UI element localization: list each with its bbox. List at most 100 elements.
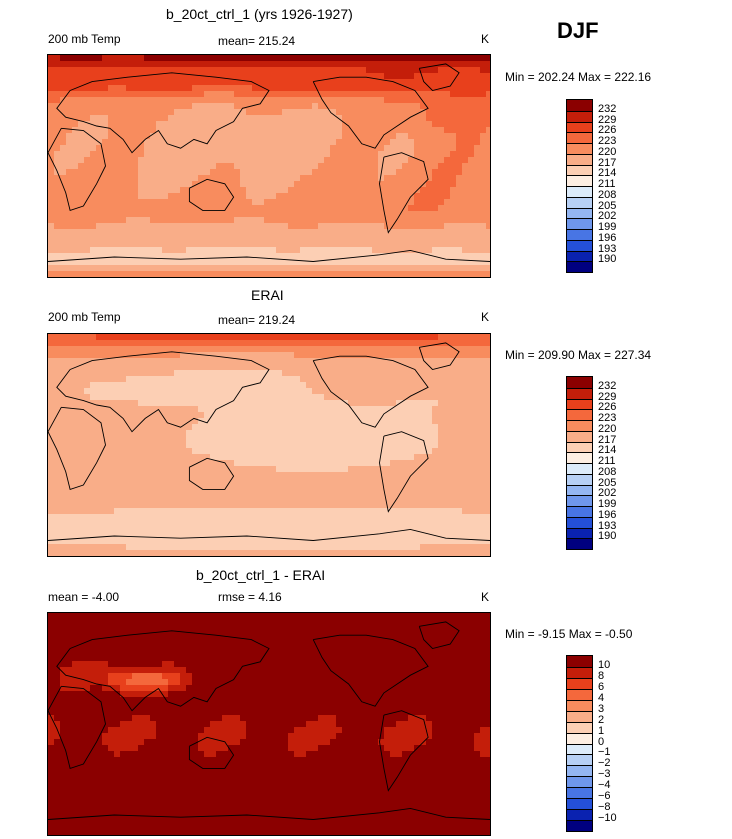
field-cell	[426, 418, 433, 425]
field-cell	[270, 223, 277, 230]
field-cell	[450, 400, 457, 407]
field-cell	[180, 199, 187, 206]
field-cell	[312, 139, 319, 146]
field-cell	[474, 340, 481, 347]
field-cell	[126, 478, 133, 485]
field-cell	[216, 193, 223, 200]
field-cell	[150, 193, 157, 200]
field-cell	[408, 400, 415, 407]
field-cell	[96, 496, 103, 503]
field-cell	[48, 484, 55, 491]
field-cell	[462, 502, 469, 509]
field-cell	[72, 508, 79, 515]
field-cell	[336, 346, 343, 353]
field-cell	[288, 85, 295, 92]
field-cell	[486, 466, 490, 473]
field-cell	[84, 352, 91, 359]
field-cell	[54, 163, 61, 170]
field-cell	[180, 496, 187, 503]
field-cell	[96, 370, 103, 377]
field-cell	[54, 241, 61, 248]
field-cell	[384, 103, 391, 110]
field-cell	[318, 466, 325, 473]
field-cell	[192, 334, 199, 341]
field-cell	[276, 490, 283, 497]
field-cell	[330, 376, 337, 383]
field-cell	[306, 145, 313, 152]
field-cell	[180, 157, 187, 164]
field-cell	[414, 388, 421, 395]
field-cell	[342, 187, 349, 194]
field-cell	[138, 400, 145, 407]
field-cell	[102, 454, 109, 461]
field-cell	[474, 211, 481, 218]
field-cell	[162, 334, 169, 341]
field-cell	[414, 352, 421, 359]
field-cell	[474, 496, 481, 503]
field-cell	[444, 424, 451, 431]
field-cell	[258, 442, 265, 449]
field-cell	[192, 352, 199, 359]
field-cell	[276, 412, 283, 419]
field-cell	[426, 358, 433, 365]
field-cell	[348, 442, 355, 449]
field-cell	[264, 400, 271, 407]
field-cell	[354, 121, 361, 128]
field-cell	[456, 430, 463, 437]
field-cell	[108, 406, 115, 413]
field-cell	[192, 115, 199, 122]
field-cell	[162, 151, 169, 158]
field-cell	[378, 91, 385, 98]
field-cell	[450, 145, 457, 152]
field-cell	[138, 157, 145, 164]
field-cell	[468, 478, 475, 485]
field-cell	[486, 181, 490, 188]
field-cell	[54, 97, 61, 104]
field-cell	[126, 127, 133, 134]
field-cell	[384, 121, 391, 128]
field-cell	[390, 235, 397, 242]
field-cell	[108, 133, 115, 140]
field-cell	[414, 121, 421, 128]
field-cell	[462, 67, 469, 74]
field-cell	[252, 259, 259, 266]
field-cell	[144, 358, 151, 365]
field-cell	[288, 400, 295, 407]
field-cell	[162, 424, 169, 431]
field-cell	[444, 478, 451, 485]
field-cell	[114, 406, 121, 413]
field-cell	[246, 163, 253, 170]
field-cell	[132, 364, 139, 371]
field-cell	[180, 340, 187, 347]
field-cell	[270, 448, 277, 455]
field-cell	[204, 466, 211, 473]
field-cell	[222, 382, 229, 389]
field-cell	[84, 334, 91, 341]
field-cell	[414, 181, 421, 188]
field-cell	[414, 334, 421, 341]
field-cell	[372, 478, 379, 485]
field-cell	[108, 271, 115, 277]
field-cell	[78, 193, 85, 200]
field-cell	[126, 376, 133, 383]
field-cell	[342, 406, 349, 413]
field-cell	[96, 151, 103, 158]
field-cell	[144, 394, 151, 401]
field-cell	[450, 394, 457, 401]
field-cell	[282, 508, 289, 515]
field-cell	[426, 406, 433, 413]
field-cell	[342, 73, 349, 80]
field-cell	[354, 382, 361, 389]
field-cell	[474, 157, 481, 164]
field-cell	[348, 265, 355, 272]
field-cell	[468, 133, 475, 140]
colorbar-tick-label: 190	[598, 253, 617, 266]
field-cell	[210, 412, 217, 419]
field-cell	[270, 211, 277, 218]
field-cell	[426, 436, 433, 443]
field-cell	[384, 247, 391, 254]
field-cell	[312, 217, 319, 224]
field-cell	[276, 442, 283, 449]
field-cell	[48, 103, 55, 110]
field-cell	[480, 163, 487, 170]
